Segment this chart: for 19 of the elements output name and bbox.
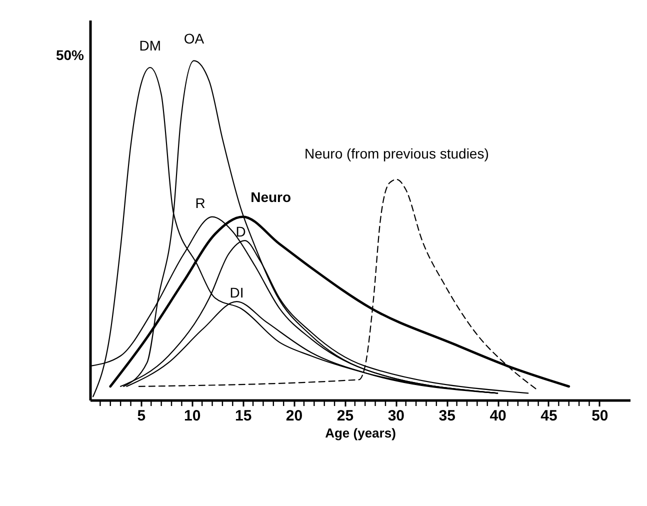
x-tick-label: 20 bbox=[286, 408, 303, 424]
text: 50% bbox=[56, 46, 85, 63]
x-tick-label: 15 bbox=[234, 408, 252, 424]
x-tick-label: 5 bbox=[137, 408, 146, 424]
x-tick-label: 35 bbox=[438, 408, 456, 424]
series-label: DM bbox=[139, 38, 162, 54]
x-tick-label: 25 bbox=[336, 408, 354, 424]
x-tick-label: 45 bbox=[540, 408, 558, 424]
series-label: D bbox=[236, 224, 246, 240]
series-label: OA bbox=[184, 30, 205, 47]
series-label: Neuro bbox=[250, 188, 292, 205]
series-label: Neuro (from previous studies) bbox=[304, 145, 489, 162]
x-tick-label: 10 bbox=[184, 408, 201, 424]
series-label: R bbox=[195, 194, 206, 211]
x-tick-label: 40 bbox=[490, 408, 506, 424]
x-tick-label: 50 bbox=[592, 408, 608, 424]
x-axis-title: Age (years) bbox=[325, 426, 396, 440]
x-tick-label: 30 bbox=[388, 408, 405, 424]
series-label: DI bbox=[230, 284, 244, 301]
